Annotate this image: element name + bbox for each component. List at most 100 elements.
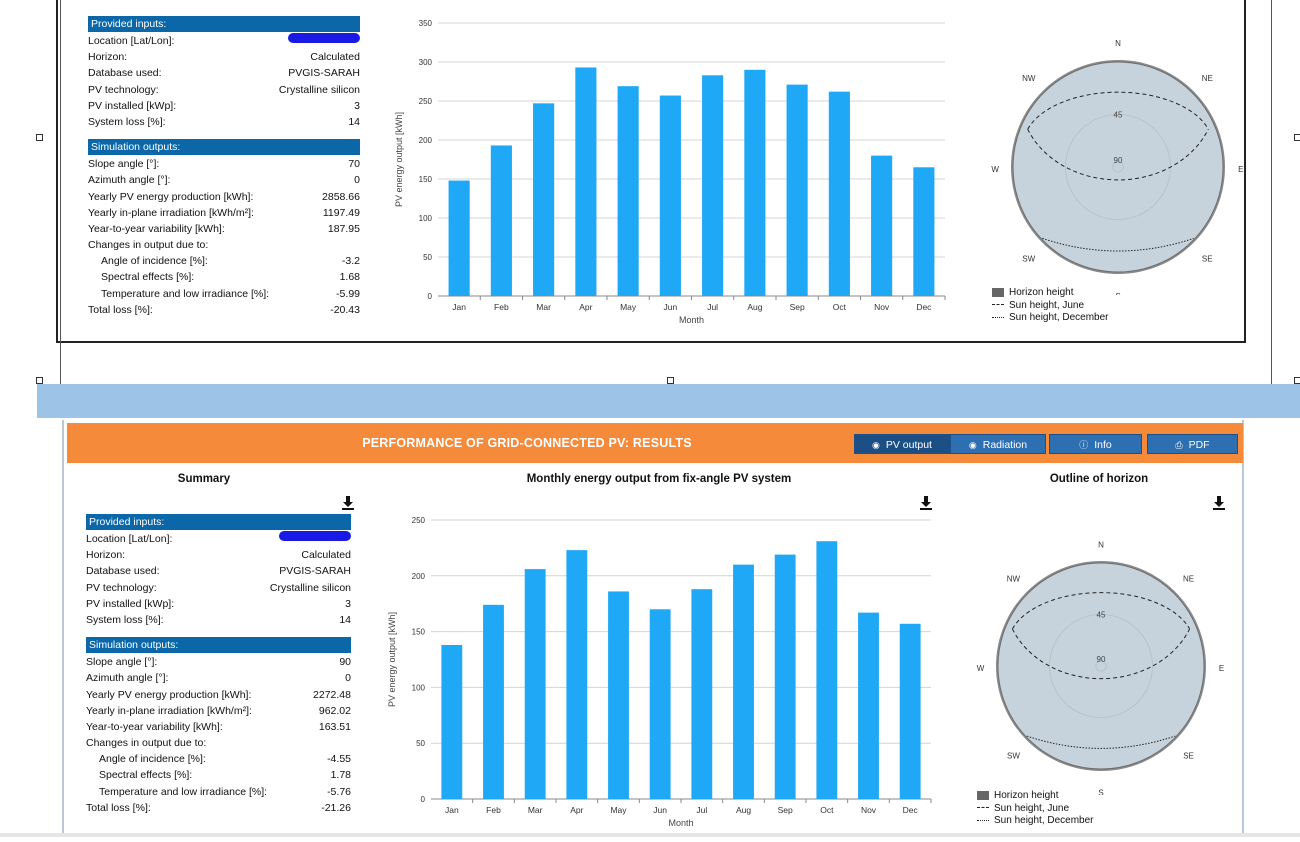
tab-pdf[interactable]: ⎙ PDF — [1147, 434, 1238, 454]
compass-label-nw: NW — [1007, 574, 1021, 583]
download-icon[interactable] — [1213, 496, 1225, 510]
bar-may — [617, 86, 639, 297]
summary-key: Slope angle [°]: — [88, 158, 160, 171]
bottom-horizon-plot: N NE E SE S SW W NW 45 90 — [970, 535, 1230, 797]
x-tick-label: Nov — [861, 805, 877, 815]
summary-value: 0 — [345, 672, 351, 685]
legend-item: Sun height, June — [992, 300, 1084, 311]
horizon-height-swatch — [977, 790, 989, 800]
summary-gap — [88, 130, 360, 139]
tab-radiation-label: Radiation — [982, 439, 1028, 451]
y-tick-label: 300 — [419, 58, 433, 67]
summary-key: Yearly PV energy production [kWh]: — [86, 688, 252, 701]
summary-key: Spectral effects [%]: — [101, 271, 195, 284]
y-tick-label: 200 — [412, 572, 426, 581]
summary-row: Temperature and low irradiance [%]: -5.76 — [86, 784, 351, 800]
bar-jan — [441, 644, 463, 799]
chart-title: Monthly energy output from fix-angle PV … — [526, 473, 792, 485]
frame-line-right — [1271, 0, 1272, 384]
summary-value: 14 — [339, 613, 351, 626]
summary-key: Azimuth angle [°]: — [86, 672, 169, 685]
bar-jul — [691, 589, 713, 799]
summary-value: Calculated — [301, 549, 351, 562]
tab-pv-output[interactable]: ◉ PV output — [854, 434, 950, 454]
x-tick-label: Apr — [579, 302, 592, 312]
bottom-chart-svg: 0 50 100 150 200 250 Jan Feb Mar Apr May Jun Jul Aug S… — [387, 516, 932, 828]
summary-value: PVGIS-SARAH — [279, 565, 351, 578]
bar-aug — [733, 564, 754, 799]
compass-label-n: N — [1115, 39, 1121, 48]
legend-item: Sun height, June — [977, 803, 1069, 814]
resize-handle-bottom-right[interactable] — [1294, 377, 1300, 384]
resize-handle-bottom-left[interactable] — [36, 377, 43, 384]
summary-key: Horizon: — [86, 549, 126, 562]
summary-row: Horizon: Calculated — [86, 547, 351, 563]
sun-path-june — [1027, 128, 1209, 181]
ring-90 — [1095, 660, 1107, 672]
summary-value: 163.51 — [318, 720, 351, 733]
bottom-horizon-legend: Horizon height Sun height, June Sun height… — [977, 790, 1177, 830]
tab-info[interactable]: ⓘ Info — [1049, 434, 1142, 454]
bar-oct — [828, 91, 850, 296]
legend-label: Horizon height — [994, 790, 1059, 801]
resize-handle-bottom[interactable] — [667, 377, 674, 384]
x-axis-label: Month — [679, 315, 704, 325]
sun-path-june — [1011, 628, 1191, 680]
bar-aug — [744, 69, 766, 296]
summary-key: Yearly PV energy production [kWh]: — [88, 190, 254, 203]
bar-apr — [566, 550, 588, 799]
bar-sep — [774, 554, 796, 799]
x-tick-label: Feb — [486, 805, 501, 815]
summary-row: Total loss [%]: -21.26 — [86, 800, 351, 816]
resize-handle-right[interactable] — [1294, 134, 1300, 141]
ring-45 — [1049, 614, 1153, 718]
compass-label-w: W — [977, 664, 985, 673]
download-icon[interactable] — [920, 496, 932, 510]
page-divider-band — [37, 384, 1300, 418]
summary-value: 2858.66 — [322, 190, 360, 203]
x-tick-label: Sep — [790, 302, 805, 312]
summary-value: -3.2 — [341, 255, 360, 268]
y-tick-label: 100 — [419, 214, 433, 223]
frame-line-left — [60, 0, 61, 384]
bottom-summary-table: Provided inputs: Location [Lat/Lon]: Horiz… — [86, 514, 351, 816]
summary-row: Changes in output due to: — [88, 237, 360, 253]
summary-key: Temperature and low irradiance [%]: — [99, 785, 268, 798]
y-tick-label: 100 — [412, 683, 426, 692]
top-horizon-legend: Horizon height Sun height, June Sun height… — [992, 287, 1192, 327]
summary-value: -20.43 — [330, 303, 360, 316]
top-summary-table: Provided inputs: Location [Lat/Lon]: Horiz… — [88, 16, 360, 318]
top-monthly-chart: 0 50 100 150 200 250 300 350 Jan Feb Mar Apr May Jun J… — [390, 10, 950, 340]
sun-path-june-upper — [1011, 592, 1191, 630]
ring-label-90: 90 — [1097, 655, 1106, 664]
ring-label-45: 45 — [1097, 611, 1106, 620]
summary-row: PV installed [kWp]: 3 — [86, 596, 351, 612]
compass-label-se: SE — [1202, 254, 1213, 263]
summary-row: Yearly PV energy production [kWh]: 2272.4… — [86, 687, 351, 703]
info-icon: ⓘ — [1079, 440, 1089, 450]
summary-value: PVGIS-SARAH — [288, 67, 360, 80]
summary-row: Database used: PVGIS-SARAH — [88, 65, 360, 81]
scroll-track[interactable] — [0, 833, 1300, 837]
bar-sep — [786, 84, 808, 297]
resize-handle-left[interactable] — [36, 134, 43, 141]
x-tick-label: Jun — [664, 302, 678, 312]
summary-key: Year-to-year variability [kWh]: — [86, 720, 223, 733]
summary-value: -21.26 — [321, 801, 351, 814]
summary-value: 70 — [348, 158, 360, 171]
x-tick-label: Mar — [528, 805, 543, 815]
summary-row: Azimuth angle [°]: 0 — [86, 670, 351, 686]
compass-label-ne: NE — [1183, 574, 1194, 583]
provided-inputs-header: Provided inputs: — [88, 16, 360, 32]
bar-oct — [816, 541, 838, 799]
download-icon[interactable] — [342, 496, 354, 510]
x-tick-label: Apr — [570, 805, 583, 815]
simulation-outputs-header: Simulation outputs: — [86, 637, 351, 654]
y-tick-label: 50 — [423, 253, 432, 262]
bar-dec — [899, 623, 921, 799]
legend-item: Sun height, December — [992, 312, 1109, 323]
tab-radiation[interactable]: ◉ Radiation — [950, 434, 1046, 454]
summary-row: Total loss [%]: -20.43 — [88, 302, 360, 318]
y-tick-label: 150 — [419, 175, 433, 184]
summary-value: 1.78 — [330, 769, 351, 782]
